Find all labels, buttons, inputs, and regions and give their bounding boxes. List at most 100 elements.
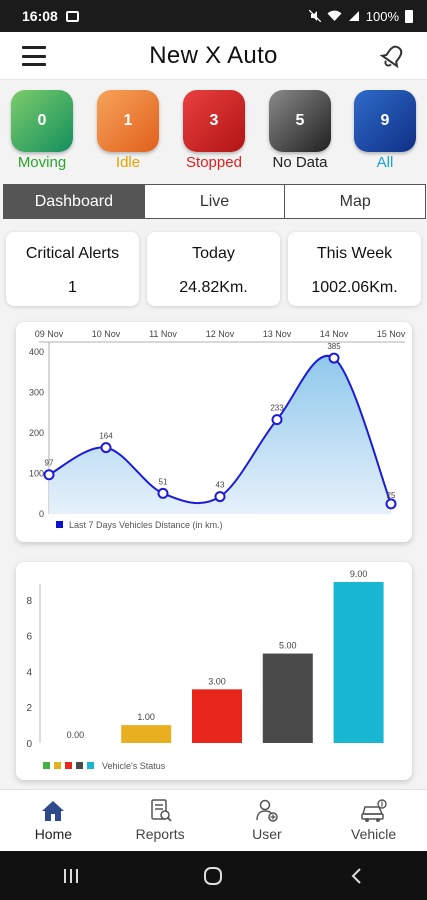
data-point <box>157 487 169 499</box>
data-point <box>328 352 340 364</box>
data-point <box>43 469 55 481</box>
nav-reports[interactable]: Reports <box>107 790 214 851</box>
legend-swatch <box>54 762 61 769</box>
image-notification-icon <box>65 10 79 22</box>
week-value: 1002.06Km. <box>311 279 398 296</box>
data-point <box>100 442 112 454</box>
nav-user-label: User <box>252 826 282 842</box>
y-tick-label: 200 <box>29 428 44 438</box>
status-no-data-label: No Data <box>272 154 328 171</box>
critical-alerts-label: Critical Alerts <box>25 245 120 262</box>
y-tick-label: 100 <box>29 469 44 479</box>
tab-dashboard[interactable]: Dashboard <box>4 185 145 218</box>
nav-user[interactable]: User <box>214 790 321 851</box>
today-distance-card: Today 24.82Km. <box>147 232 280 306</box>
menu-icon-line <box>22 63 46 66</box>
tab-map[interactable]: Map <box>339 192 371 210</box>
data-point <box>214 491 226 503</box>
notification-bell-icon[interactable] <box>379 42 407 70</box>
data-point <box>271 414 283 426</box>
system-navigation-bar <box>0 851 427 900</box>
menu-icon-line <box>22 46 46 49</box>
bar-value-label: 1.00 <box>137 712 155 722</box>
critical-alerts-card[interactable]: Critical Alerts 1 <box>6 232 139 306</box>
x-tick-label: 15 Nov <box>377 329 406 339</box>
menu-icon-line <box>22 54 46 58</box>
legend-label: Last 7 Days Vehicles Distance (in km.) <box>69 520 223 530</box>
legend-swatch <box>56 521 63 528</box>
legend-swatch <box>87 762 94 769</box>
status-indicators: 100% <box>308 8 413 24</box>
user-icon <box>256 799 278 822</box>
status-idle-count: 1 <box>97 90 159 152</box>
y-tick-label: 400 <box>29 347 44 357</box>
today-value: 24.82Km. <box>179 279 248 296</box>
clock: 16:08 <box>22 8 58 24</box>
y-tick-label: 4 <box>26 667 32 678</box>
legend-swatch <box>65 762 72 769</box>
data-label: 233 <box>270 404 284 413</box>
status-moving-label: Moving <box>17 154 67 171</box>
data-label: 25 <box>387 491 396 500</box>
legend-swatch <box>76 762 83 769</box>
battery-percent: 100% <box>365 8 399 24</box>
bar <box>192 689 242 743</box>
home-circle-icon <box>204 866 223 885</box>
data-label: 51 <box>159 477 168 486</box>
series-area <box>49 355 391 514</box>
home-icon <box>42 801 65 821</box>
data-point <box>385 498 397 510</box>
back-icon <box>351 867 361 884</box>
bar-value-label: 9.00 <box>350 569 368 579</box>
status-no-data[interactable]: 5 No Data <box>268 90 332 171</box>
status-chart: 0 2 4 6 8 0.00 1.00 3.00 5.00 9.00 Vehicle's Statu… <box>26 569 384 771</box>
x-tick-label: 12 Nov <box>206 329 235 339</box>
y-tick-label: 0 <box>26 739 32 750</box>
nav-vehicle[interactable]: Vehicle <box>320 790 427 851</box>
status-stopped[interactable]: 3 Stopped <box>182 90 246 171</box>
distance-chart: 09 Nov 10 Nov 11 Nov 12 Nov 13 Nov 14 Nov 15 N… <box>29 329 406 530</box>
battery-icon <box>405 9 413 23</box>
x-tick-label: 14 Nov <box>320 329 349 339</box>
status-all[interactable]: 9 All <box>353 90 417 171</box>
bar-value-label: 5.00 <box>279 641 297 651</box>
bar <box>333 582 384 743</box>
x-tick-label: 13 Nov <box>263 329 292 339</box>
tab-live[interactable]: Live <box>145 185 286 218</box>
data-label: 385 <box>327 342 341 351</box>
status-bar: 16:08 100% <box>0 0 427 32</box>
status-all-label: All <box>376 154 394 171</box>
recents-button[interactable] <box>51 861 91 891</box>
signal-icon <box>348 11 359 21</box>
home-system-button[interactable] <box>193 861 233 891</box>
data-label: 164 <box>99 432 113 441</box>
y-tick-label: 300 <box>29 388 44 398</box>
nav-home[interactable]: Home <box>0 790 107 851</box>
data-label: 43 <box>216 481 225 490</box>
status-moving[interactable]: 0 Moving <box>10 90 74 171</box>
critical-alerts-value: 1 <box>68 279 77 296</box>
app-title: New X Auto <box>149 41 278 69</box>
back-button[interactable] <box>336 861 376 891</box>
app-bar: New X Auto <box>0 32 427 80</box>
vehicle-icon <box>360 799 387 822</box>
data-label: 97 <box>45 459 54 468</box>
bar <box>121 725 172 743</box>
y-tick-label: 8 <box>26 596 32 607</box>
y-tick-label: 2 <box>26 703 32 714</box>
distance-chart-card: 09 Nov 10 Nov 11 Nov 12 Nov 13 Nov 14 Nov 15 N… <box>16 322 412 542</box>
menu-button[interactable] <box>22 46 46 66</box>
wifi-icon <box>327 10 342 21</box>
nav-vehicle-label: Vehicle <box>351 826 397 842</box>
x-tick-label: 11 Nov <box>149 329 177 339</box>
bottom-navigation: Home Reports User Vehicle <box>0 789 427 851</box>
week-distance-card: This Week 1002.06Km. <box>288 232 421 306</box>
status-idle[interactable]: 1 Idle <box>96 90 160 171</box>
week-label: This Week <box>316 245 393 262</box>
reports-icon <box>151 799 172 822</box>
bar-value-label: 0.00 <box>67 730 85 740</box>
status-idle-label: Idle <box>115 154 141 171</box>
y-tick-label: 6 <box>26 632 32 643</box>
status-no-data-count: 5 <box>269 90 331 152</box>
status-chart-card: 0 2 4 6 8 0.00 1.00 3.00 5.00 9.00 Vehicle's Statu… <box>16 562 412 780</box>
